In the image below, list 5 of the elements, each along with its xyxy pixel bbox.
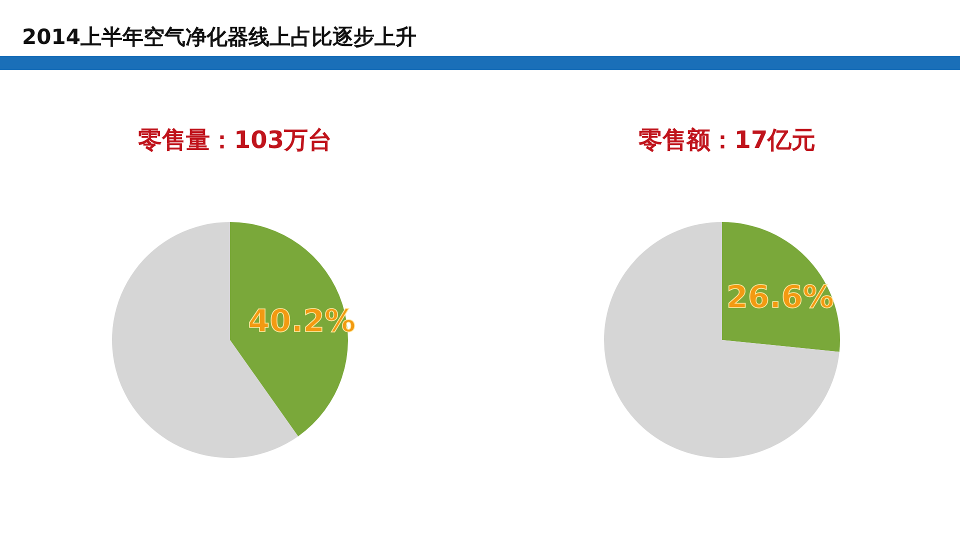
- chart-title: 零售量：103万台: [138, 126, 332, 154]
- pie-slice: [604, 222, 840, 458]
- data-label: 26.6%: [726, 279, 834, 316]
- chart-title: 零售额：17亿元: [638, 126, 816, 154]
- text: 2014上半年空气净化器线上占比逐步上升: [22, 25, 416, 49]
